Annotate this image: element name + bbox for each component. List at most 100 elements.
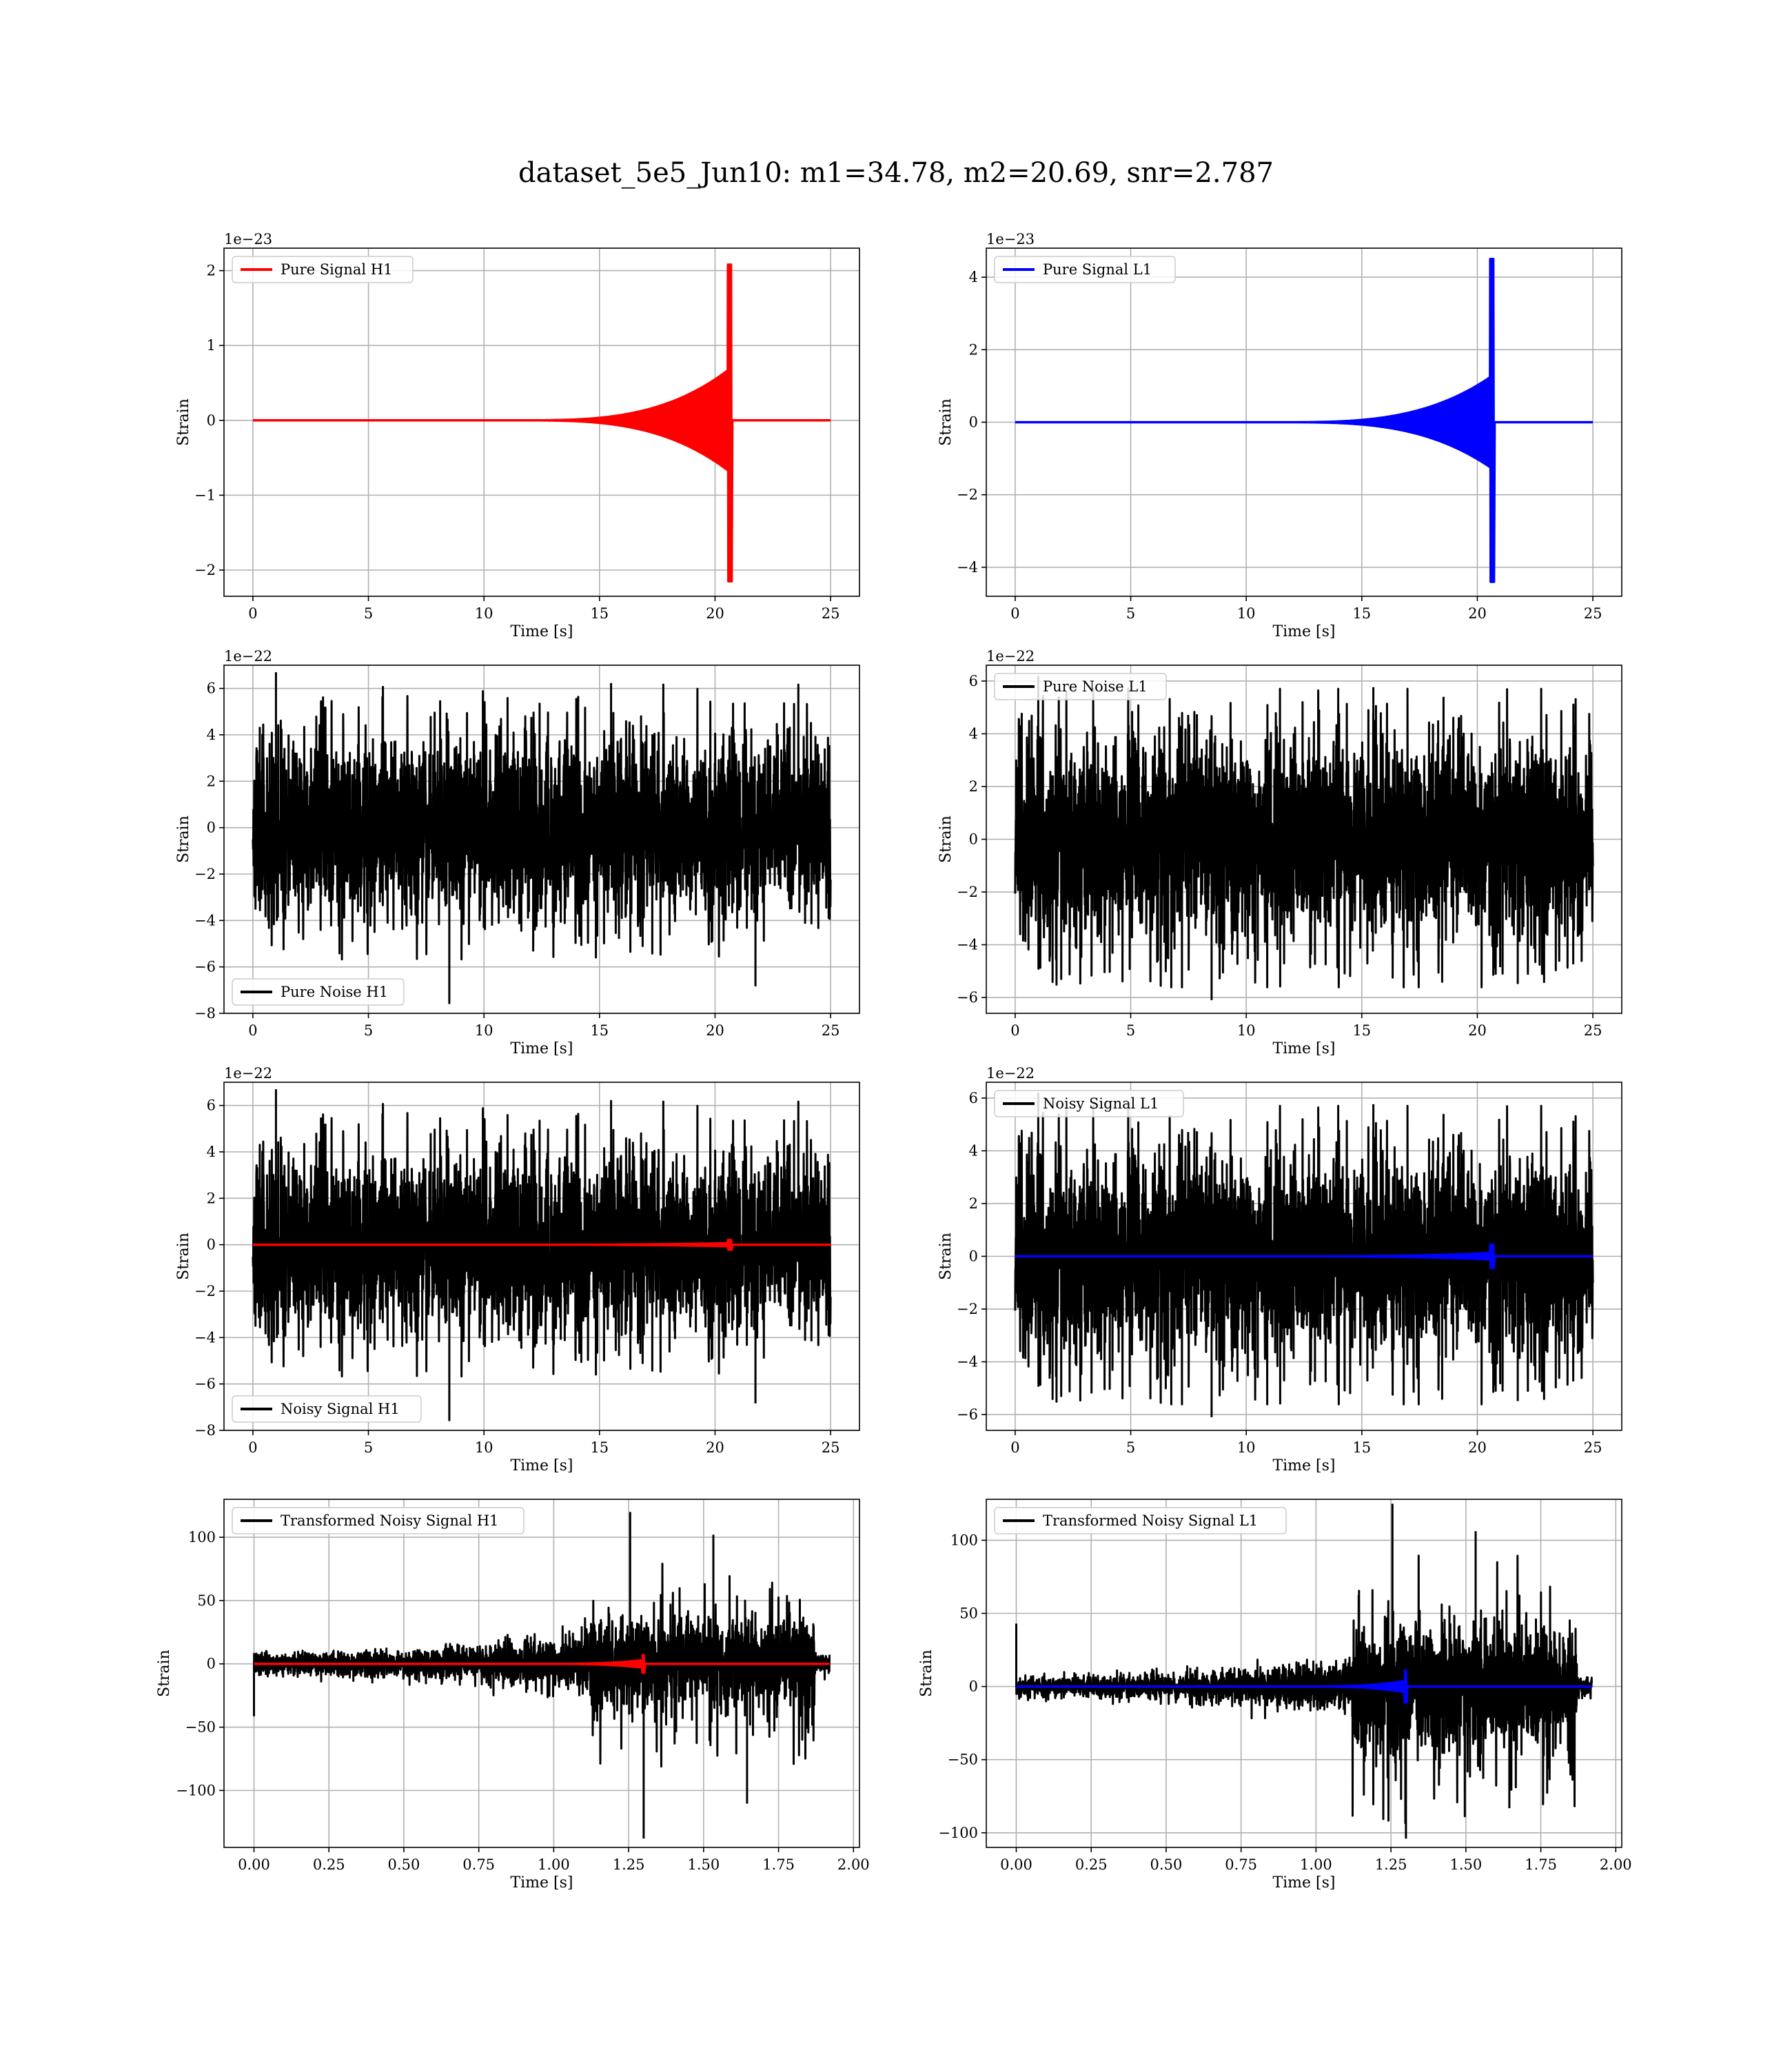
y-tick-label: 50 bbox=[959, 1605, 978, 1622]
y-tick-label: 1 bbox=[207, 337, 216, 354]
series-line-chirp bbox=[1016, 1669, 1592, 1704]
series-line-noise bbox=[1014, 1093, 1594, 1417]
y-tick-label: −6 bbox=[957, 1406, 978, 1423]
legend-box bbox=[994, 673, 1167, 700]
y-tick-label: −2 bbox=[194, 866, 216, 882]
x-tick-label: 5 bbox=[1126, 1439, 1135, 1456]
y-tick-label: −100 bbox=[938, 1825, 978, 1841]
plot-area bbox=[252, 1089, 832, 1421]
x-tick-label: 5 bbox=[364, 1022, 373, 1039]
y-tick-label: 0 bbox=[207, 820, 216, 836]
legend-entry: Noisy Signal L1 bbox=[1043, 1095, 1159, 1112]
series-line-whitened bbox=[253, 1512, 831, 1839]
axis-offset-text: 1e−22 bbox=[224, 648, 272, 665]
y-tick-label: 0 bbox=[969, 414, 978, 431]
x-tick-label: 1.50 bbox=[687, 1856, 720, 1873]
y-tick-label: −2 bbox=[194, 1283, 216, 1299]
x-tick-label: 25 bbox=[1584, 1439, 1602, 1456]
y-tick-label: −2 bbox=[957, 487, 978, 503]
x-tick-label: 1.00 bbox=[1300, 1856, 1332, 1873]
x-tick-label: 10 bbox=[475, 1022, 493, 1039]
x-tick-label: 0 bbox=[248, 605, 257, 622]
x-tick-label: 15 bbox=[590, 605, 609, 622]
x-tick-label: 5 bbox=[364, 1439, 373, 1456]
y-tick-label: 2 bbox=[207, 1190, 216, 1206]
subplot-pure-noise-h1: 0 5 10 15 20 25 −8 −6 −4 −2 0 2 4 6 Time [s] Strain 1e−2… bbox=[175, 648, 860, 1057]
y-tick-label: 2 bbox=[969, 341, 978, 358]
y-axis-label: Strain bbox=[175, 815, 192, 863]
y-tick-label: 0 bbox=[969, 1248, 978, 1265]
legend-box bbox=[232, 978, 405, 1006]
subplot-noisy-signal-h1: 0 5 10 15 20 25 −8 −6 −4 −2 0 2 4 6 Time [s] Strain 1e−2… bbox=[175, 1065, 860, 1474]
figure-title: dataset_5e5_Jun10: m1=34.78, m2=20.69, s… bbox=[518, 157, 1274, 189]
y-tick-label: 0 bbox=[969, 831, 978, 848]
series-line-chirp bbox=[252, 263, 831, 583]
x-axis-label: Time [s] bbox=[1272, 1457, 1335, 1474]
y-tick-label: −6 bbox=[194, 1376, 216, 1392]
x-tick-label: 20 bbox=[706, 1439, 724, 1456]
y-tick-label: −8 bbox=[194, 1422, 216, 1439]
x-tick-label: 20 bbox=[1468, 1022, 1487, 1039]
y-tick-label: 4 bbox=[969, 725, 978, 742]
y-tick-label: −100 bbox=[176, 1782, 216, 1798]
y-tick-label: −6 bbox=[194, 959, 216, 975]
subplot-pure-signal-l1: 0 5 10 15 20 25 −4 −2 0 2 4 Time [s] Strain 1e−23 Pure… bbox=[937, 231, 1622, 640]
y-tick-label: −6 bbox=[957, 989, 978, 1006]
axes-frame bbox=[223, 247, 860, 597]
x-tick-label: 0 bbox=[1010, 1439, 1019, 1456]
y-tick-label: 4 bbox=[207, 727, 216, 743]
plot-area bbox=[1014, 1093, 1594, 1417]
series-line-noise bbox=[1014, 676, 1594, 1000]
legend-entry: Noisy Signal H1 bbox=[281, 1401, 400, 1417]
x-tick-label: 15 bbox=[1352, 1022, 1371, 1039]
x-tick-label: 25 bbox=[1584, 605, 1602, 622]
x-tick-label: 1.25 bbox=[613, 1856, 645, 1873]
y-axis-label: Strain bbox=[156, 1650, 173, 1697]
y-tick-label: −2 bbox=[957, 1301, 978, 1317]
y-axis-label: Strain bbox=[937, 1233, 955, 1280]
legend-box bbox=[232, 256, 414, 283]
series-line-whitened bbox=[1015, 1503, 1593, 1839]
x-tick-label: 0.00 bbox=[1000, 1856, 1032, 1873]
x-axis-label: Time [s] bbox=[1272, 623, 1335, 640]
x-tick-label: 20 bbox=[706, 605, 724, 622]
y-axis-label: Strain bbox=[175, 1233, 192, 1280]
subplot-transformed-l1: 0.00 0.25 0.50 0.75 1.00 1.25 1.50 1.75 2.00 −100… bbox=[918, 1499, 1632, 1892]
plot-area bbox=[252, 263, 831, 583]
x-tick-label: 0.25 bbox=[1075, 1856, 1108, 1873]
x-tick-label: 10 bbox=[475, 1439, 493, 1456]
y-tick-label: −8 bbox=[194, 1005, 216, 1022]
legend-box bbox=[232, 1507, 525, 1534]
x-tick-label: 15 bbox=[590, 1022, 609, 1039]
x-tick-label: 0 bbox=[1010, 1022, 1019, 1039]
series-line-chirp bbox=[252, 1238, 831, 1251]
y-tick-label: 0 bbox=[207, 1237, 216, 1253]
axis-offset-text: 1e−23 bbox=[224, 231, 272, 247]
x-tick-label: 10 bbox=[1237, 1022, 1256, 1039]
plot-area bbox=[1014, 676, 1594, 1000]
plot-area bbox=[1015, 1503, 1593, 1839]
y-tick-label: −4 bbox=[957, 937, 978, 953]
x-tick-label: 0.00 bbox=[238, 1856, 270, 1873]
x-tick-label: 25 bbox=[1584, 1022, 1602, 1039]
x-tick-label: 1.75 bbox=[1525, 1856, 1557, 1873]
legend-entry: Pure Noise L1 bbox=[1043, 678, 1148, 695]
x-tick-label: 1.00 bbox=[538, 1856, 570, 1873]
y-tick-label: 2 bbox=[969, 778, 978, 795]
x-tick-label: 0 bbox=[1010, 605, 1019, 622]
y-tick-label: 4 bbox=[969, 269, 978, 285]
axes-frame bbox=[986, 1499, 1622, 1848]
series-line-chirp bbox=[1015, 258, 1594, 583]
x-tick-label: 10 bbox=[1237, 605, 1256, 622]
y-tick-label: 2 bbox=[207, 773, 216, 789]
series-line-chirp bbox=[254, 1654, 830, 1674]
y-tick-label: 4 bbox=[207, 1144, 216, 1160]
legend-entry: Transformed Noisy Signal H1 bbox=[281, 1512, 499, 1529]
x-tick-label: 1.50 bbox=[1449, 1856, 1482, 1873]
axes-frame bbox=[223, 1499, 860, 1848]
y-tick-label: −4 bbox=[957, 1354, 978, 1370]
series-line-noise bbox=[252, 1089, 832, 1421]
y-tick-label: 6 bbox=[969, 673, 978, 689]
y-tick-label: −2 bbox=[194, 562, 216, 578]
